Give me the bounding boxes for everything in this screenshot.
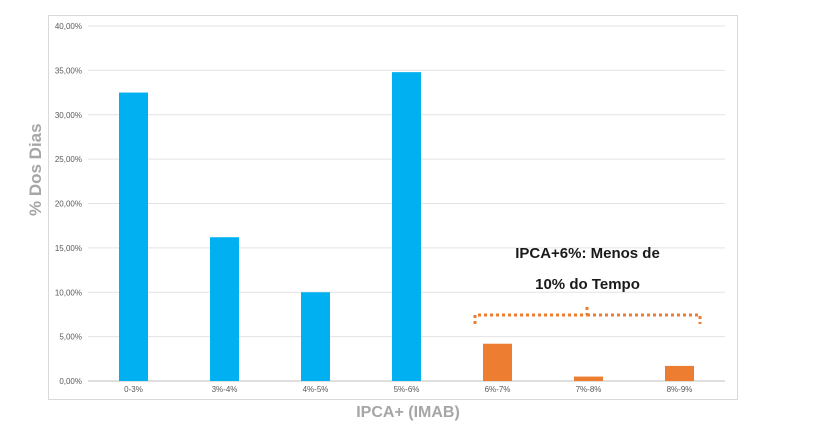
y-axis-label: % Dos Dias [26, 123, 45, 216]
annotation-bracket [473, 306, 702, 324]
x-tick-label: 4%-5% [303, 385, 329, 394]
y-tick-label: 10,00% [55, 288, 82, 297]
gridlines [88, 25, 725, 382]
x-tick-label: 0-3% [124, 385, 143, 394]
y-tick-label: 5,00% [59, 333, 82, 342]
y-tick-label: 15,00% [55, 244, 82, 253]
y-tick-label: 40,00% [55, 22, 82, 31]
x-tick-label: 3%-4% [212, 385, 238, 394]
x-tick-label: 5%-6% [394, 385, 420, 394]
annotation-line-1: IPCA+6%: Menos de [515, 245, 660, 262]
bar-5%-6% [392, 72, 421, 382]
y-tick-label: 20,00% [55, 200, 82, 209]
bar-8%-9% [665, 365, 694, 381]
bar-6%-7% [483, 343, 512, 381]
x-tick-label: 7%-8% [576, 385, 602, 394]
bar-7%-8% [574, 376, 603, 381]
y-tick-labels: 0,00% 5,00% 10,00% 15,00% 20,00% 25,00% 30,00%… [55, 22, 82, 386]
chart-frame [48, 15, 738, 400]
bars [119, 72, 694, 382]
annotation-line-2: 10% do Tempo [535, 276, 640, 293]
x-tick-label: 6%-7% [485, 385, 511, 394]
x-axis-label: IPCA+ (IMAB) [356, 404, 460, 421]
y-tick-label: 30,00% [55, 111, 82, 120]
x-tick-labels: 0-3% 3%-4% 4%-5% 5%-6% 6%-7% 7%-8% 8%-9% [124, 385, 692, 394]
y-tick-label: 35,00% [55, 66, 82, 75]
bar-4%-5% [301, 292, 330, 381]
y-tick-label: 25,00% [55, 155, 82, 164]
x-tick-label: 8%-9% [667, 385, 693, 394]
bar-0-3% [119, 92, 148, 381]
bar-3%-4% [210, 237, 239, 381]
y-tick-label: 0,00% [59, 377, 82, 386]
